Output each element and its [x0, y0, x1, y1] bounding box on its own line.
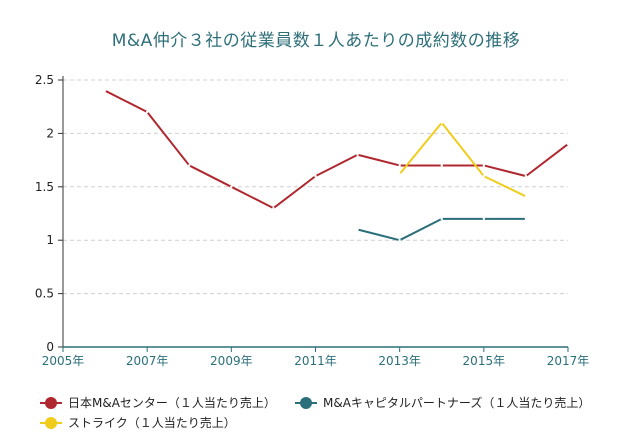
series-line-1: [104, 89, 569, 210]
data-point: [230, 185, 233, 188]
legend-item[interactable]: ストライク（１人当たり売上）: [40, 414, 236, 431]
data-point: [524, 195, 528, 198]
data-point: [524, 217, 528, 221]
legend-label: ストライク（１人当たり売上）: [68, 416, 236, 430]
y-tick-label: 0.5: [35, 287, 54, 301]
data-point: [482, 174, 486, 178]
x-tick-label: 2007年: [126, 354, 169, 368]
data-point: [356, 153, 359, 156]
y-tick-label: 1: [46, 233, 54, 247]
legend-swatch: [40, 416, 62, 429]
data-point: [440, 217, 443, 221]
data-point: [566, 142, 570, 146]
x-tick-label: 2009年: [210, 354, 253, 368]
legend-label: M&Aキャピタルパートナーズ（１人当たり売上）: [323, 396, 591, 410]
y-tick-label: 2.5: [35, 73, 54, 87]
y-tick-label: 0: [46, 340, 54, 354]
x-tick-label: 2013年: [378, 354, 421, 368]
data-point: [188, 164, 191, 167]
x-tick-label: 2017年: [547, 354, 590, 368]
x-tick-label: 2015年: [463, 354, 506, 368]
data-point: [398, 164, 401, 167]
data-point: [272, 206, 275, 210]
data-point: [398, 172, 401, 176]
series-line-3: [398, 121, 527, 198]
legend-item[interactable]: M&Aキャピタルパートナーズ（１人当たり売上）: [295, 394, 590, 411]
x-tick-label: 2005年: [42, 354, 85, 368]
data-point: [103, 89, 107, 92]
data-point: [440, 164, 443, 167]
chart-title: M&A仲介３社の従業員数１人あたりの成約数の推移: [111, 31, 521, 51]
legend-item[interactable]: 日本M&Aセンター（１人当たり売上）: [40, 394, 276, 411]
data-point: [145, 110, 149, 114]
data-point: [356, 228, 359, 231]
data-point: [524, 174, 528, 178]
series-line-2: [357, 217, 526, 242]
legend-swatch: [295, 396, 317, 409]
data-point: [314, 174, 317, 178]
legend-label: 日本M&Aセンター（１人当たり売上）: [68, 396, 276, 410]
data-point: [482, 217, 486, 221]
data-point: [440, 121, 443, 124]
data-point: [398, 239, 401, 242]
y-tick-label: 2: [46, 126, 54, 140]
legend-swatch: [40, 396, 62, 409]
y-tick-label: 1.5: [35, 180, 54, 194]
data-point: [482, 164, 486, 167]
x-tick-label: 2011年: [294, 354, 337, 368]
